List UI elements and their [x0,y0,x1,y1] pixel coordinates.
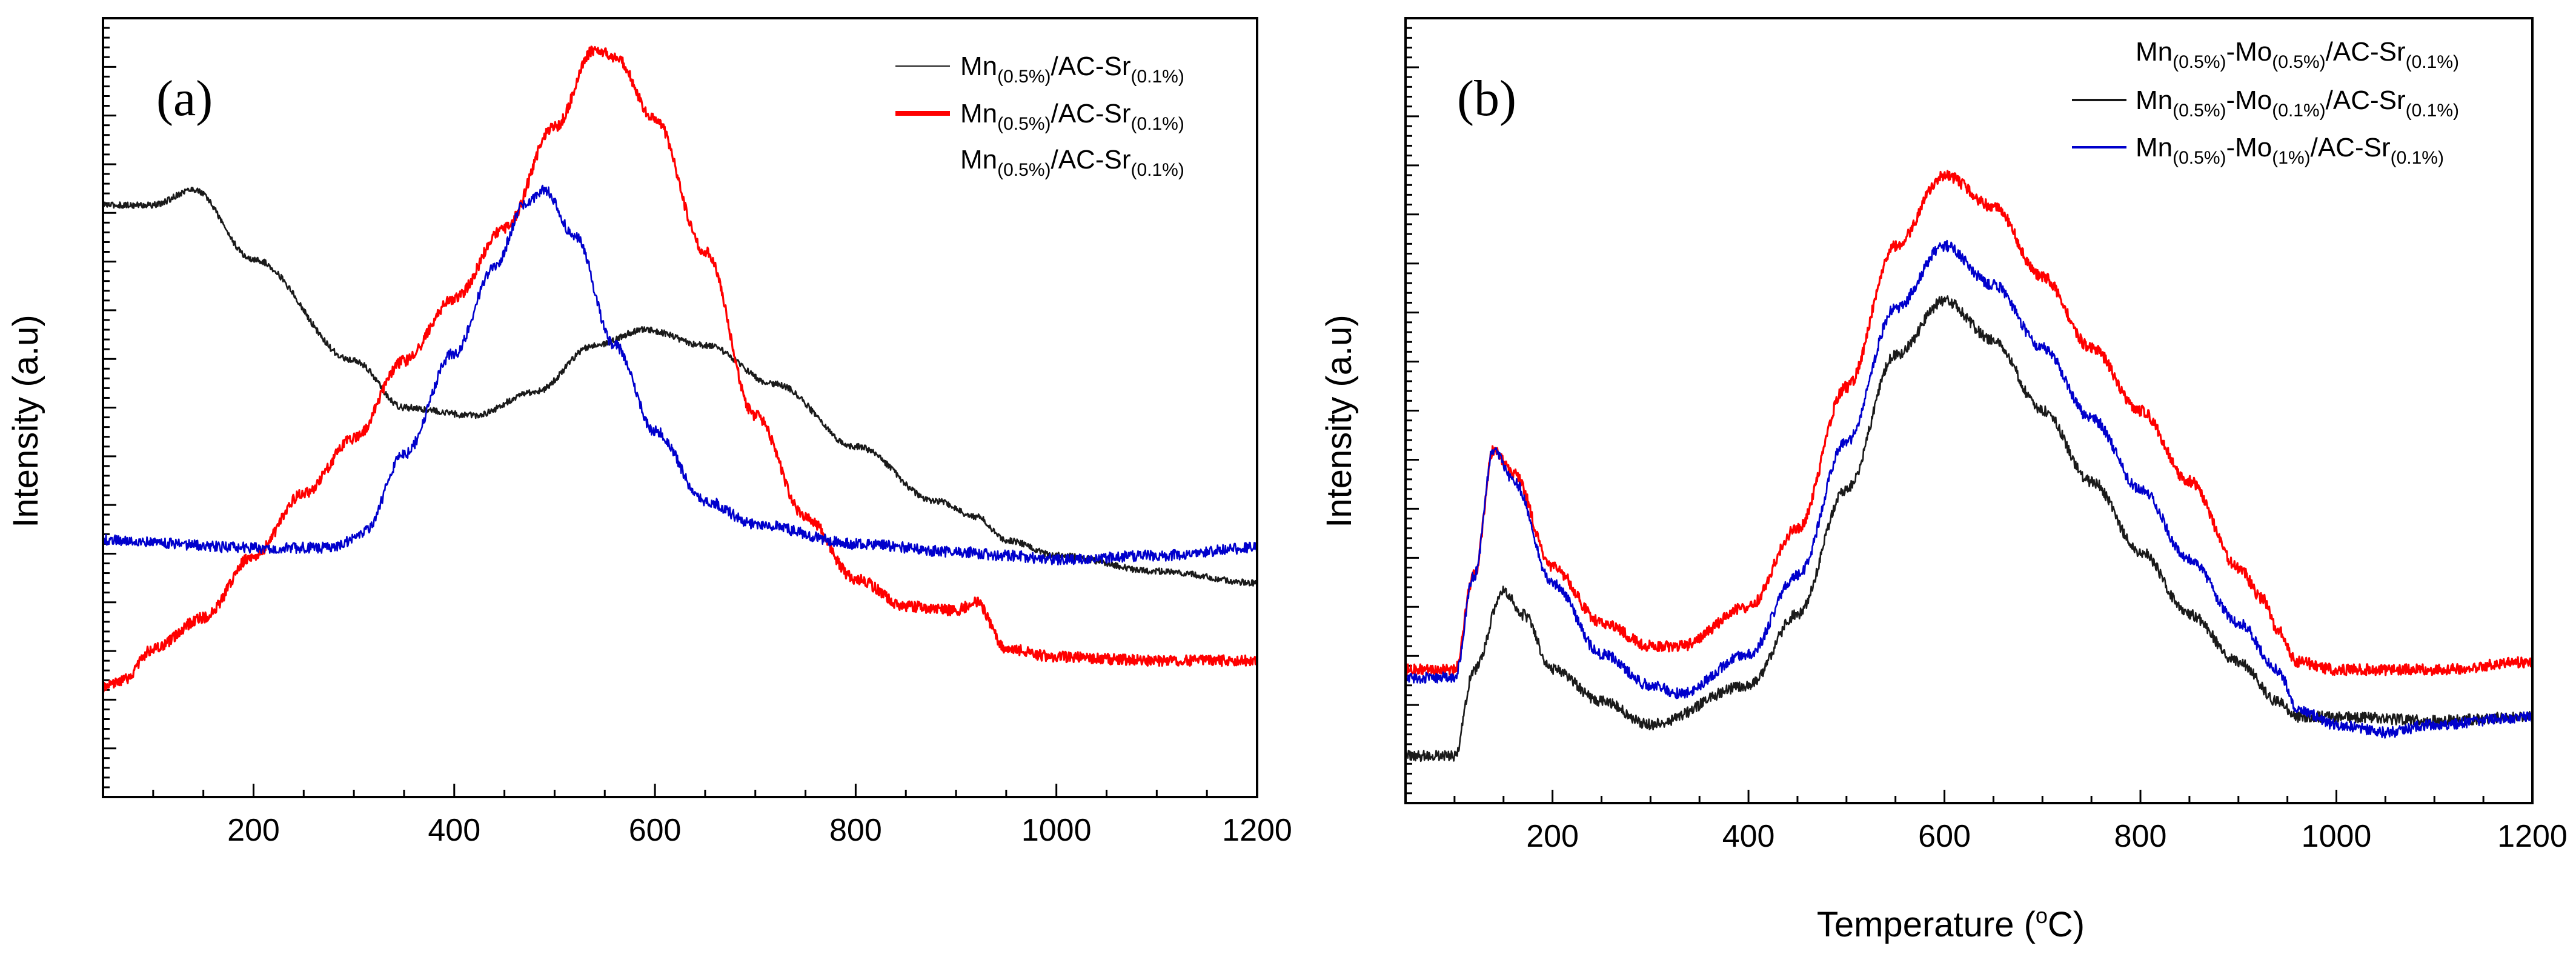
legend-label: Mn(0.5%)-Mo(1%)/AC-Sr(0.1%) [2136,133,2444,168]
panel-b-series [1404,170,2533,762]
x-tick-label: 600 [1918,819,1971,854]
x-tick-label: 200 [1526,819,1579,854]
panel-a-x-tick-labels: 200 400 600 800 1000 1200 [227,813,1292,848]
panel-a-series-line [102,45,1258,693]
x-tick-label: 1000 [2302,819,2372,854]
legend-entry: Mn(0.5%)/AC-Sr(0.1%) [960,145,1184,180]
legend-label: Mn(0.5%)/AC-Sr(0.1%) [960,52,1184,87]
legend-label: Mn(0.5%)-Mo(0.5%)/AC-Sr(0.1%) [2136,37,2459,72]
legend-label: Mn(0.5%)/AC-Sr(0.1%) [960,99,1184,134]
legend-entry: Mn(0.5%)/AC-Sr(0.1%) [895,99,1184,134]
x-tick-label: 400 [1722,819,1775,854]
x-tick-label: 800 [829,813,882,848]
x-tick-label: 200 [227,813,280,848]
panel-a-y-axis-label: Intensity (a.u) [6,315,45,527]
panel-a-label: (a) [156,70,213,127]
panel-b-plot-frame [1404,17,2534,804]
panel-a-legend: Mn(0.5%)/AC-Sr(0.1%) Mn(0.5%)/AC-Sr(0.1%… [895,52,1184,180]
panel-b-label: (b) [1457,70,1516,127]
legend-label: Mn(0.5%)-Mo(0.1%)/AC-Sr(0.1%) [2136,85,2459,121]
panel-a-series [102,45,1258,693]
legend-entry: Mn(0.5%)-Mo(0.1%)/AC-Sr(0.1%) [2072,85,2459,121]
panel-a-plot-frame [102,17,1258,798]
panel-b-x-axis-label: Temperature (oC) [1817,903,2085,944]
x-tick-label: 1000 [1021,813,1092,848]
panel-b-series-line [1404,239,2533,739]
panel-a-series-line [102,187,1258,587]
x-tick-label: 1200 [1222,813,1292,848]
legend-entry: Mn(0.5%)/AC-Sr(0.1%) [895,52,1184,87]
panel-b-x-tick-labels: 200 400 600 800 1000 1200 [1526,819,2568,854]
x-tick-label: 600 [629,813,682,848]
panel-b-series-line [1404,170,2533,676]
panel-b-chart: Intensity (a.u) 200 400 600 800 1000 1200 (b)… [1320,17,2568,944]
panel-a-chart: Intensity (a.u) 200 400 600 800 1000 1200 (a)… [6,17,1292,848]
panel-b-series-line [1404,295,2533,762]
x-tick-label: 800 [2114,819,2167,854]
x-tick-label: 1200 [2497,819,2568,854]
legend-label: Mn(0.5%)/AC-Sr(0.1%) [960,145,1184,180]
panel-b-legend: Mn(0.5%)-Mo(0.5%)/AC-Sr(0.1%) Mn(0.5%)-M… [2072,37,2459,168]
legend-entry: Mn(0.5%)-Mo(1%)/AC-Sr(0.1%) [2072,133,2444,168]
legend-entry: Mn(0.5%)-Mo(0.5%)/AC-Sr(0.1%) [2136,37,2459,72]
x-tick-label: 400 [428,813,480,848]
panel-a-ticks [102,17,1258,798]
panel-a-series-line [102,184,1258,565]
panel-b-y-axis-label: Intensity (a.u) [1320,315,1359,527]
